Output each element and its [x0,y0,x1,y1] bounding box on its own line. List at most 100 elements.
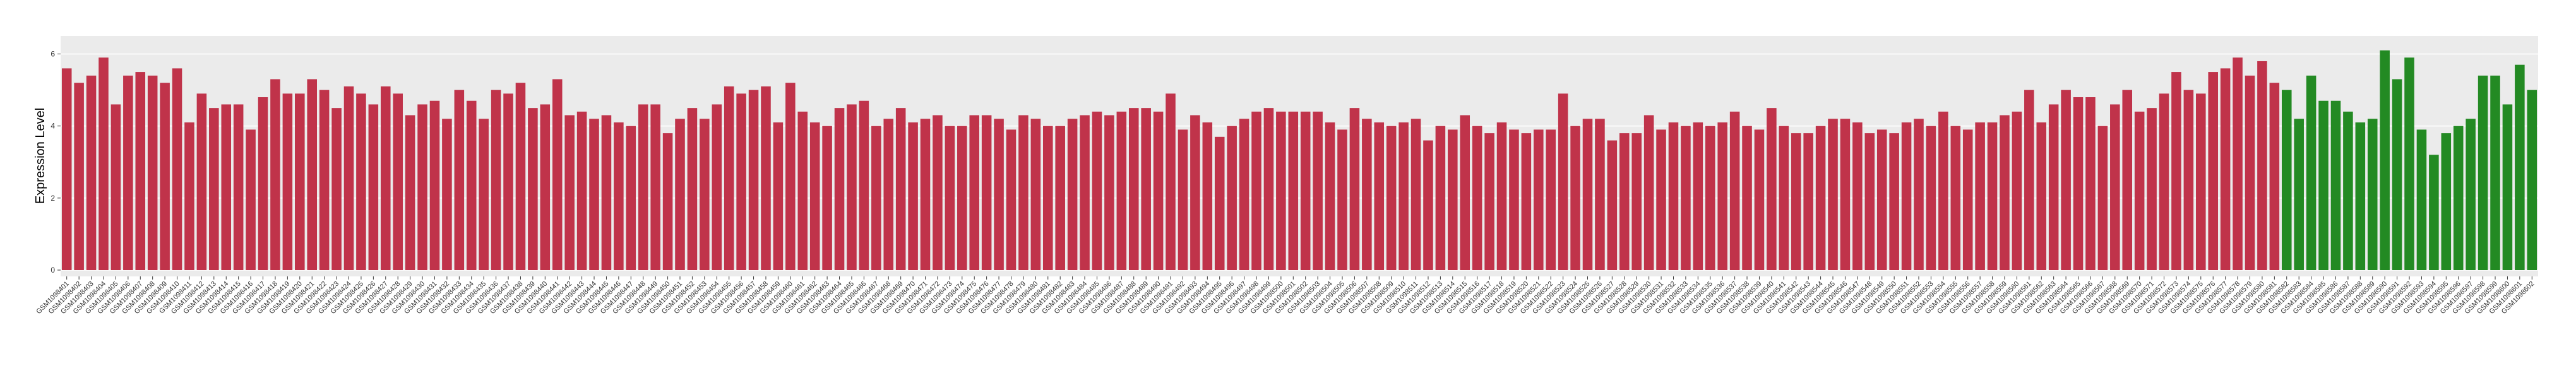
bar [2233,57,2243,270]
bar [258,97,268,270]
bar [1803,133,1813,270]
bar [2245,75,2255,271]
bar [1251,111,1261,270]
bar [2515,64,2525,271]
bar [1779,126,1789,270]
bar [270,79,280,270]
bar [1631,133,1642,270]
bar [945,126,955,270]
bar [1030,119,1041,270]
bar [1521,133,1532,270]
bar [859,100,869,270]
bar [184,122,194,270]
bar [515,83,526,270]
bar [2085,97,2096,270]
bar [1496,122,1507,270]
bar [2012,111,2022,270]
bar [1705,126,1715,270]
bar [2392,79,2402,270]
bar [356,93,366,271]
bar [1227,126,1237,270]
bar [1410,119,1421,270]
bar [675,119,685,270]
bar [2196,93,2206,271]
bar [626,126,636,270]
bar [908,122,918,270]
bar [1595,119,1605,270]
bar [2110,104,2120,270]
bar [1926,126,1936,270]
bar [2527,90,2537,270]
y-axis-title: Expression Level [33,108,47,204]
bar [712,104,722,270]
y-tick-label: 6 [51,50,55,59]
bar [2306,75,2317,271]
bar [1668,122,1679,270]
bar [1742,126,1752,270]
bar [1950,126,1961,270]
bar [1276,111,1286,270]
bar [1386,126,1397,270]
bar [110,104,121,270]
bar [847,104,857,270]
y-tick-label: 0 [51,266,55,274]
bar [1080,115,1090,270]
bar [2330,100,2341,270]
bar [1876,129,1887,270]
bar [650,104,660,270]
bar [1018,115,1029,270]
bar [2343,111,2353,270]
bar [540,104,551,270]
bar [1901,122,1912,270]
bar [687,108,698,270]
bar [331,108,342,270]
bar [748,90,759,270]
bar [1546,129,1556,270]
bar [343,86,354,270]
bar [834,108,845,270]
bar [2183,90,2194,270]
bar [1263,108,1274,270]
bar [1962,129,1973,270]
bar [61,68,72,270]
bar [1349,108,1360,270]
bar [552,79,563,270]
bar [1313,111,1323,270]
bar [1484,133,1494,270]
bar [246,129,256,270]
bar [2294,119,2304,270]
bar [2355,122,2366,270]
bar [1166,93,1176,271]
bar [2048,104,2059,270]
bar [2429,155,2439,270]
bar [773,122,784,270]
bar [2134,111,2145,270]
bar [2441,133,2452,270]
bar [1006,129,1017,270]
bar [1423,140,1433,270]
bar [2478,75,2488,271]
bar [736,93,746,271]
bar [2380,50,2390,270]
bar [1828,119,1838,270]
bar [1337,129,1347,270]
bar [2257,61,2267,270]
bar [761,86,771,270]
bar [871,126,881,270]
bar [454,90,465,270]
bar [135,72,146,271]
bar [393,93,403,271]
bar [295,93,305,271]
bar [417,104,427,270]
bar [429,100,440,270]
bar [564,115,575,270]
bar [528,108,538,270]
bar [1214,136,1225,270]
bar [307,79,317,270]
bar [2367,119,2378,270]
bar [282,93,293,271]
bar [233,104,244,270]
bar [2466,119,2476,270]
bar [724,86,734,270]
